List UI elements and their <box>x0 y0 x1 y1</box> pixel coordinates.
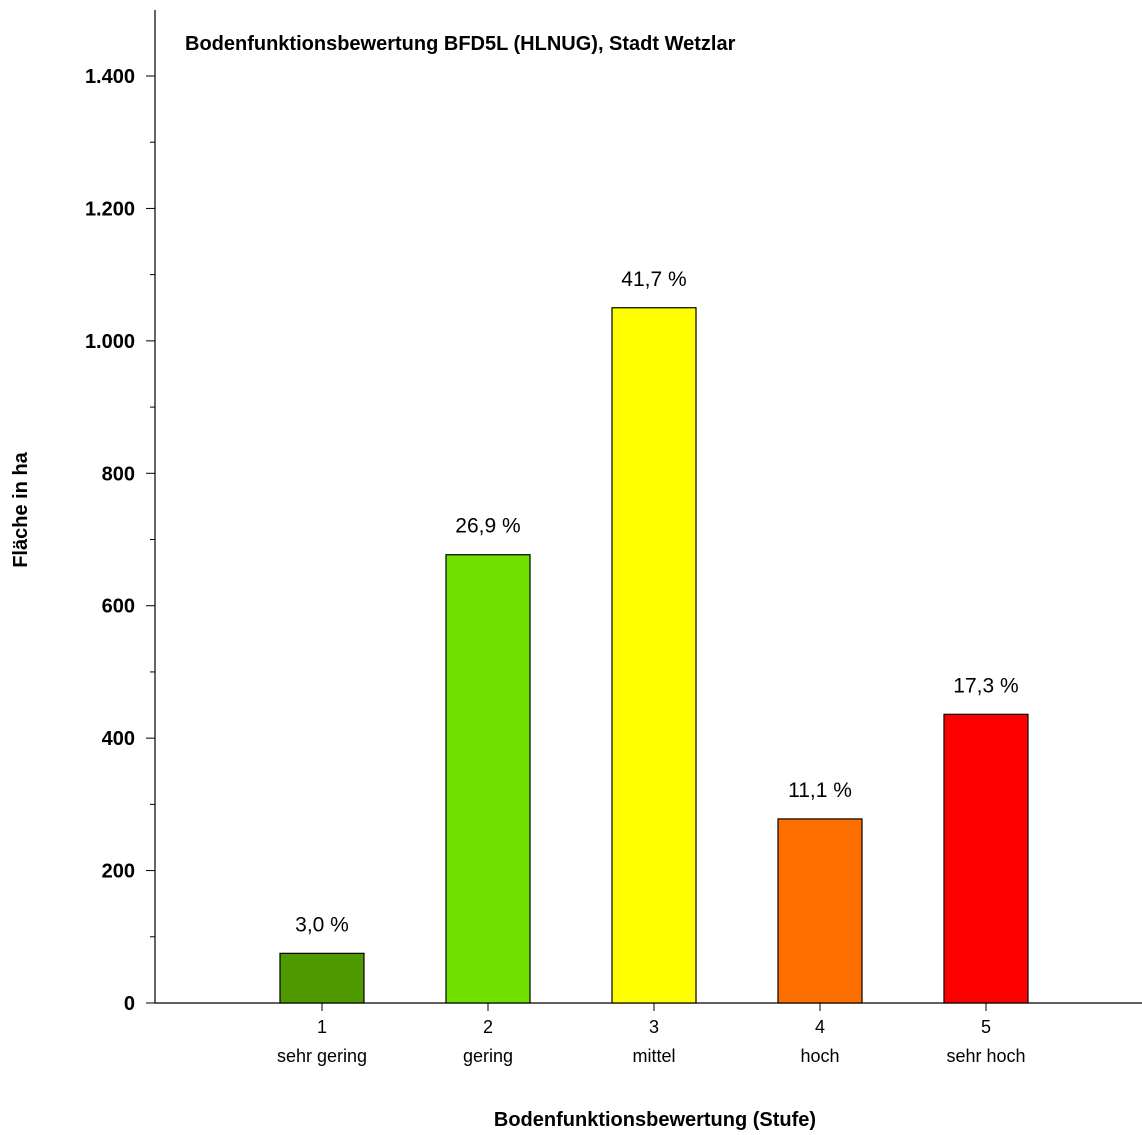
x-tick-code: 3 <box>649 1017 659 1037</box>
bar-4 <box>777 818 863 1004</box>
y-tick-label: 1.000 <box>85 331 135 353</box>
x-tick-code: 1 <box>317 1017 327 1037</box>
y-tick-label: 400 <box>102 728 135 750</box>
y-tick-label: 1.400 <box>85 66 135 88</box>
y-tick-label: 600 <box>102 596 135 618</box>
data-label: 3,0 % <box>295 913 349 936</box>
y-axis-label: Fläche in ha <box>10 451 32 567</box>
x-tick-code: 2 <box>483 1017 493 1037</box>
bar-2 <box>445 554 531 1004</box>
x-axis-label: Bodenfunktionsbewertung (Stufe) <box>494 1109 816 1131</box>
x-tick-name: hoch <box>800 1046 839 1066</box>
x-tick-name: sehr hoch <box>946 1046 1025 1066</box>
data-label: 11,1 % <box>788 779 852 802</box>
x-tick-name: gering <box>463 1046 513 1066</box>
x-tick-name: sehr gering <box>277 1046 367 1066</box>
x-tick-labels: 1 sehr gering 2 gering 3 mittel 4 hoch 5 sehr hoc… <box>277 1003 1026 1066</box>
y-tick-label: 200 <box>102 861 135 883</box>
bar-3 <box>611 307 697 1004</box>
x-tick-name: mittel <box>632 1046 675 1066</box>
data-label: 41,7 % <box>621 268 686 291</box>
bar-5 <box>943 713 1029 1004</box>
bars <box>279 307 1029 1004</box>
x-tick-code: 4 <box>815 1017 825 1037</box>
y-tick-label: 1.200 <box>85 198 135 220</box>
x-tick-code: 5 <box>981 1017 991 1037</box>
data-label: 17,3 % <box>953 674 1018 697</box>
chart-title: Bodenfunktionsbewertung BFD5L (HLNUG), S… <box>185 33 736 55</box>
bar-1 <box>279 952 365 1004</box>
y-tick-label: 800 <box>102 463 135 485</box>
data-label: 26,9 % <box>455 515 520 538</box>
y-ticks: 0 200 400 600 800 1.000 1.200 1.400 <box>85 66 155 1015</box>
data-labels: 3,0 % 26,9 % 41,7 % 11,1 % 17,3 % <box>295 268 1019 937</box>
y-tick-label: 0 <box>124 993 135 1015</box>
